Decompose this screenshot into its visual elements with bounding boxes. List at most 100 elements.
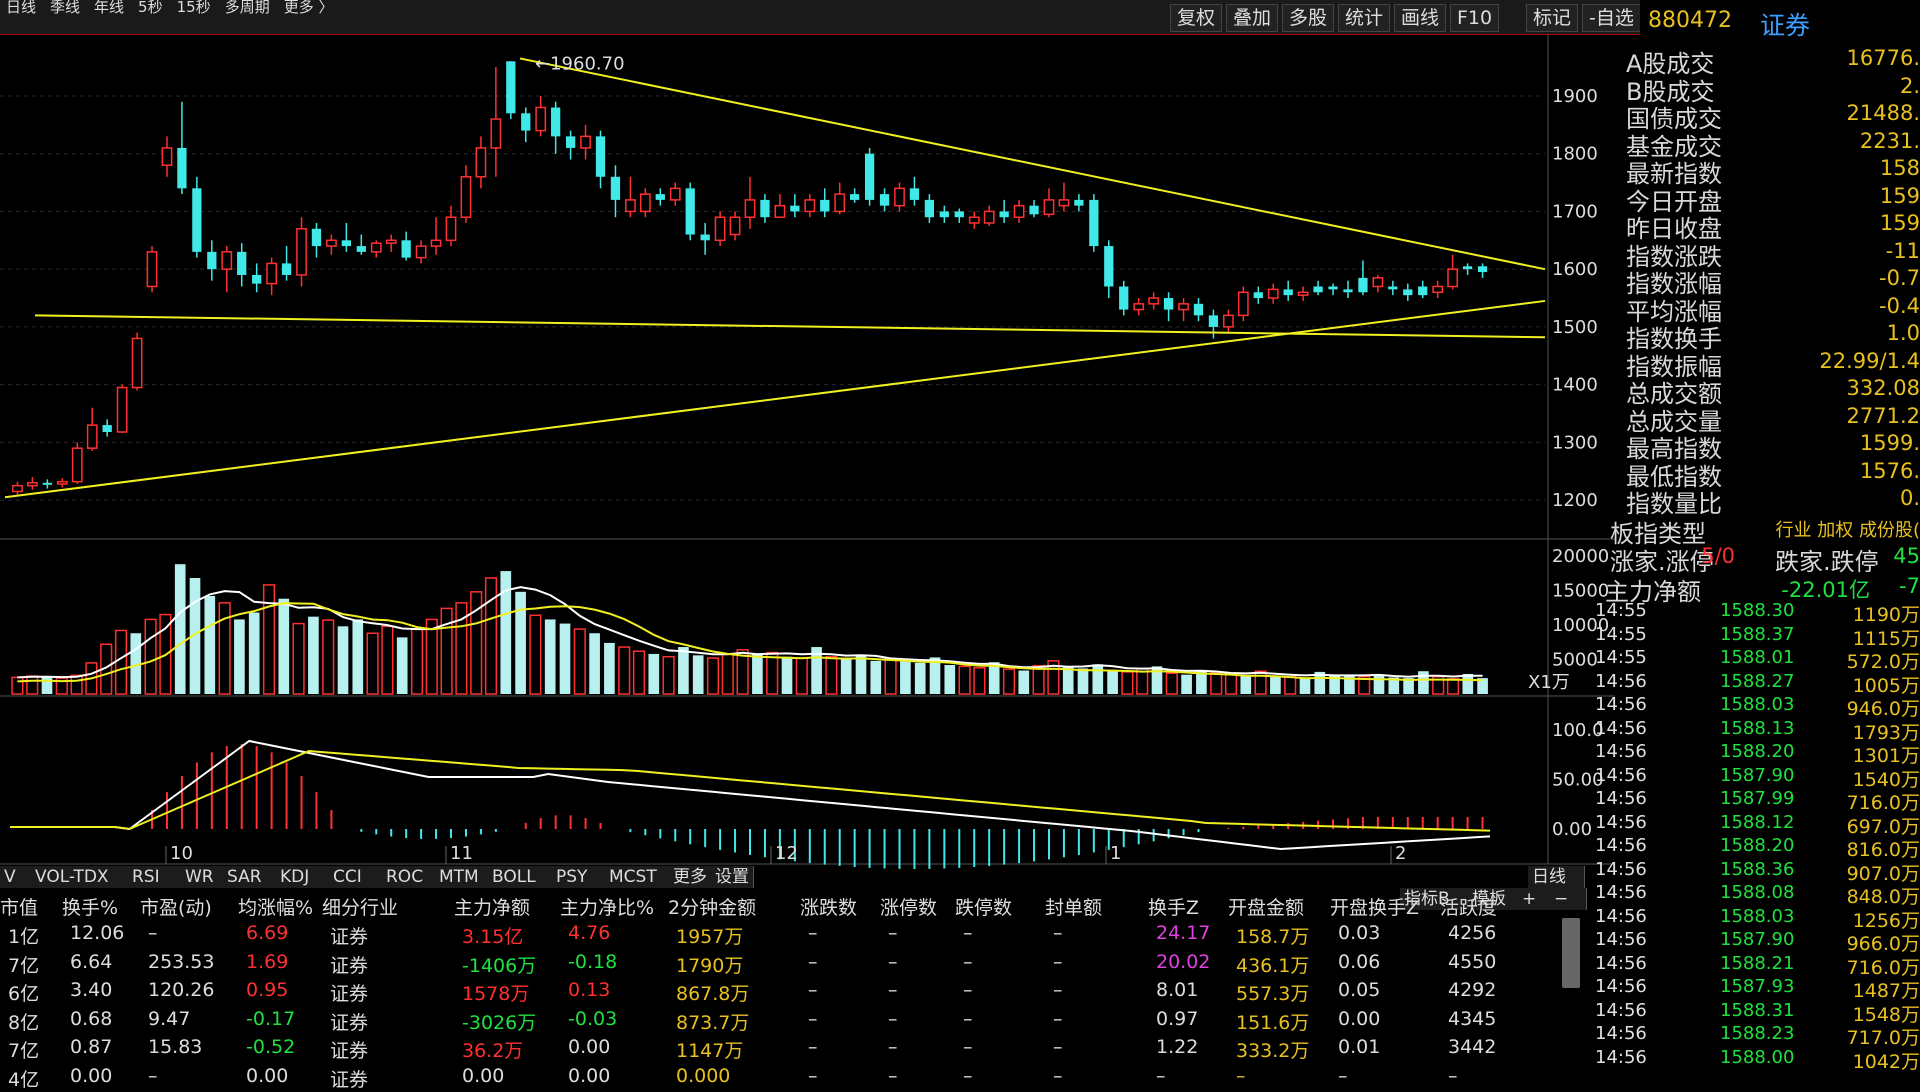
tick-list[interactable]: 14:55 1588.30 1190万 14:55 1588.37 1115万 14:55 1… [1595,600,1920,1080]
candle-body [744,199,756,218]
period-6[interactable]: 更多 〉 [283,0,334,16]
candle-body [1058,199,1070,207]
period-0[interactable]: 日线 [6,0,37,16]
indicator-tab-13[interactable]: 设置 [711,866,754,888]
indicator-tab-8[interactable]: MTM [435,866,489,888]
indicator-tab-3[interactable]: WR [181,866,224,888]
candle-body [1237,291,1249,317]
indicator-right-1[interactable]: 模板 [1468,888,1523,910]
indicator-tab-9[interactable]: BOLL [488,866,553,888]
candle-body [939,211,949,218]
period-4[interactable]: 15秒 [176,0,211,16]
toolbar-button-0[interactable]: 复权 [1170,4,1223,32]
horizontal-line [34,314,1546,339]
stat-label: 基金成交 [1626,132,1722,161]
indicator-tab-0[interactable]: V [0,866,32,888]
tick-volume: 697.0万 [1846,815,1920,838]
toolbar-button-1[interactable]: 叠加 [1226,4,1279,32]
indicator-tab-5[interactable]: KDJ [276,866,330,888]
volume-bar [795,657,808,695]
downcount-label: 跌家.跌停 [1775,548,1879,576]
indicator-tab-10[interactable]: PSY [552,866,606,888]
macd-tick-label: 0.00 [1552,819,1592,840]
volume-bar [1181,674,1192,694]
tick-time: 14:56 [1595,952,1647,974]
candle-body [1208,315,1219,327]
trend-lines [4,57,1546,499]
table-cell: 557.3万 [1236,983,1310,1005]
table-cell: – [1053,1064,1063,1087]
period-2[interactable]: 年线 [94,0,125,16]
volume-bar [1388,677,1400,694]
tick-volume: 1540万 [1852,768,1920,791]
indicator-tab-4[interactable]: SAR [223,866,277,888]
table-cell: – [1053,950,1063,973]
indicator-tab-11[interactable]: MCST [605,866,670,888]
candle-body [1372,277,1384,288]
main-net-label: 主力净额 [1605,578,1701,606]
volume-bar [973,667,986,695]
kline-chart[interactable]: 1900 1800 1700 1600 1500 1400 1300 1200 ←1960.70… [0,34,1615,879]
period-3[interactable]: 5秒 [138,0,163,16]
indicator-right-0[interactable]: 指标B [1400,888,1473,910]
tick-volume: 572.0万 [1846,651,1920,673]
indicator-tab-7[interactable]: ROC [382,866,436,888]
candle-body [430,239,442,247]
stat-value: 159 [1879,211,1920,235]
volume-bar [470,591,483,695]
table-cell: 证券 [330,983,369,1005]
period-5[interactable]: 多周期 [224,0,270,16]
candle-body [385,239,397,244]
stat-value: 0. [1899,486,1920,510]
table-cell: 7亿 [8,954,40,977]
table-cell: – [963,922,973,944]
volume-bar [1329,674,1340,694]
resistance-line [519,57,1546,271]
table-cell: 24.17 [1156,922,1211,944]
stat-label: 指数振幅 [1626,352,1722,381]
table-cell: 0.00 [568,1036,611,1058]
table-header-cell: 市盈(动) [140,897,212,919]
tick-time: 14:56 [1595,811,1647,833]
stat-value: 2. [1899,73,1920,98]
indicator-tab-1[interactable]: VOL-TDX [31,866,129,888]
toolbar-button-2[interactable]: 多股 [1282,4,1335,32]
indicator-tab-6[interactable]: CCI [329,866,383,888]
indicator-tab-2[interactable]: RSI [128,866,182,888]
tick-time: 14:56 [1595,835,1647,856]
toolbar-button-3[interactable]: 统计 [1338,4,1391,32]
tick-volume: 1042万 [1852,1050,1920,1073]
candle-body [1462,266,1473,270]
tick-price: 1588.21 [1720,952,1795,974]
table-cell: – [888,979,898,1001]
volume-bar [1403,678,1414,694]
table-cell: 3442 [1448,1036,1497,1058]
volume-bar [410,628,424,695]
toolbar-button-4[interactable]: 画线 [1394,4,1447,32]
table-cell: -3026万 [462,1011,537,1034]
period-1[interactable]: 季线 [50,0,81,16]
volume-bar [425,618,438,695]
date-tick-label: 1 [1110,843,1121,864]
volume-bar [1284,675,1297,695]
table-cell: 证券 [330,926,369,948]
indicator-tab-12[interactable]: 更多 [669,866,712,888]
table-scrollbar[interactable] [1562,918,1580,988]
stat-label: 最低指数 [1626,462,1722,491]
volume-bar [559,623,571,694]
candle-body [639,193,651,213]
candle-body [161,147,173,167]
toolbar-button-5[interactable]: F10 [1450,4,1500,32]
toolbar-button-7[interactable]: -自选 [1582,4,1641,32]
tick-time: 14:56 [1595,905,1647,927]
stat-label: 今日开盘 [1626,187,1722,216]
candle-body [1089,199,1099,247]
toolbar-button-6[interactable]: 标记 [1526,4,1579,32]
indicator-right-2[interactable]: + [1518,888,1555,910]
volume-bar [11,676,24,695]
tick-price: 1587.93 [1720,976,1795,997]
tick-price: 1588.27 [1720,670,1795,692]
indicator-right-3[interactable]: − [1550,888,1587,910]
stat-value: 21488. [1846,101,1920,125]
price-tick-label: 1300 [1552,432,1598,453]
